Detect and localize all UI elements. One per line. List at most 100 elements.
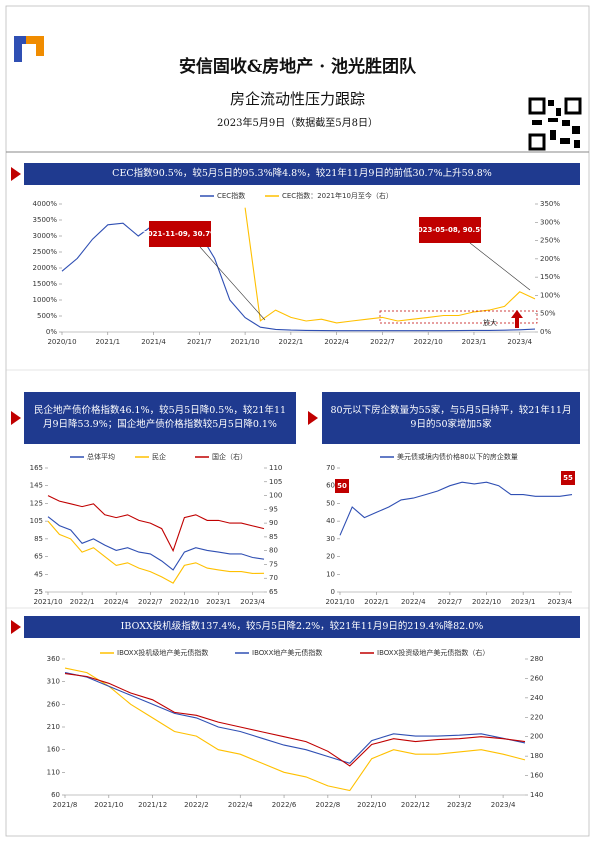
marker [11,411,21,425]
x-tick-label: 2021/4 [141,338,166,346]
x-tick-label: 2022/4 [401,598,426,606]
y2-tick-label: 350% [540,200,560,208]
x-tick-label: 2022/10 [414,338,443,346]
x-tick-label: 2022/4 [324,338,349,346]
y2-tick-label: 110 [269,464,282,472]
x-tick-label: 2022/4 [228,801,253,809]
y-tick-label: 20 [326,553,335,561]
y-tick-label: 360 [47,655,60,663]
y2-tick-label: 90 [269,519,278,527]
legend-label: 国企（右） [212,452,247,461]
series-line [47,516,265,571]
y-tick-label: 1000% [33,296,58,304]
x-tick-label: 2021/7 [187,338,212,346]
x-tick-label: 2023/1 [511,598,536,606]
y-tick-label: 25 [34,588,43,596]
y2-tick-label: 70 [269,574,278,582]
series-line [339,481,573,536]
legend-label: IBOXX投资级地产美元债指数（右） [377,648,489,657]
chart: 60 110 160 210 260 310 360 140 160 180 200 220 240 26… [47,648,544,809]
legend-label: 美元债或境内债价格80以下的房企数量 [397,452,518,461]
annotation: 2023-05-08, 90.5% [413,226,487,234]
annotation-pointer [199,246,266,321]
y2-tick-label: 250% [540,237,560,245]
legend-label: 总体平均 [87,452,115,461]
marker [11,620,21,634]
series-line [244,207,536,324]
chart: 25 45 65 85 105 125 145 165 65 70 75 80 85 90 95 100 105… [30,452,283,606]
logo [14,36,44,62]
y-tick-label: 45 [34,570,43,578]
y-tick-label: 310 [47,678,60,686]
zoom-box [379,310,538,324]
series-line [64,667,526,792]
y-tick-label: 70 [326,464,335,472]
x-tick-label: 2022/12 [401,801,430,809]
x-tick-label: 2023/4 [491,801,516,809]
y-tick-label: 0% [46,328,57,336]
y-tick-label: 30 [326,535,335,543]
y2-tick-label: 150% [540,273,560,281]
x-tick-label: 2022/7 [138,598,163,606]
y2-tick-label: 85 [269,533,278,541]
annotation: 放大 [483,318,497,327]
x-tick-label: 2022/6 [272,801,297,809]
y-tick-label: 3500% [33,216,58,224]
chart: 0% 500% 1000% 1500% 2000% 2500% 3000% 3500% 4000… [33,191,561,346]
series-line [47,520,265,584]
y-tick-label: 500% [37,312,57,320]
y2-tick-label: 220 [530,713,543,721]
series-line [47,495,265,553]
y-tick-label: 85 [34,535,43,543]
x-tick-label: 2023/2 [447,801,472,809]
x-tick-label: 2022/1 [364,598,389,606]
legend-label: IBOXX投机级地产美元债指数 [117,648,208,657]
y2-tick-label: 140 [530,791,543,799]
y2-tick-label: 240 [530,694,543,702]
y2-tick-label: 100% [540,291,560,299]
series-line [61,221,536,332]
legend-label: CEC指数 [217,191,245,200]
y2-tick-label: 160 [530,772,543,780]
legend-label: CEC指数：2021年10月至今（右） [282,191,393,200]
y-tick-label: 105 [30,517,43,525]
y2-tick-label: 80 [269,547,278,555]
y2-tick-label: 260 [530,674,543,682]
annotation-box [335,479,349,493]
y-tick-label: 165 [30,464,43,472]
x-tick-label: 2022/4 [104,598,129,606]
y-tick-label: 60 [326,482,335,490]
x-tick-label: 2021/10 [33,598,62,606]
report-title: 房企流动性压力跟踪 [229,90,365,108]
y-tick-label: 10 [326,570,335,578]
x-tick-label: 2020/10 [47,338,76,346]
x-tick-label: 2021/10 [325,598,354,606]
marker [11,167,21,181]
banner: CEC指数90.5%，较5月5日的95.3%降4.8%，较21年11月9日的前低… [24,163,580,185]
y2-tick-label: 95 [269,505,278,513]
y-tick-label: 1500% [33,280,58,288]
report-date: 2023年5月9日（数据截至5月8日） [217,118,378,129]
x-tick-label: 2021/10 [231,338,260,346]
y-tick-label: 110 [47,768,60,776]
annotation: 55 [563,474,573,482]
annotation-box [561,471,575,485]
y2-tick-label: 100 [269,492,282,500]
x-tick-label: 2021/12 [138,801,167,809]
y-tick-label: 3000% [33,232,58,240]
banner: IBOXX投机级指数137.4%，较5月5日降2.2%，较21年11月9日的21… [24,616,580,638]
annotation: 50 [337,482,347,490]
y2-tick-label: 65 [269,588,278,596]
x-tick-label: 2022/7 [370,338,395,346]
y2-tick-label: 75 [269,560,278,568]
y-tick-label: 0 [331,588,335,596]
banner: 80元以下房企数量为55家，与5月5日持平，较21年11月9日的50家增加5家 [322,392,580,444]
annotation: 2021-11-09, 30.7% [143,230,217,238]
x-tick-label: 2022/10 [357,801,386,809]
x-tick-label: 2021/1 [95,338,120,346]
y-tick-label: 65 [34,553,43,561]
y-tick-label: 2000% [33,264,58,272]
